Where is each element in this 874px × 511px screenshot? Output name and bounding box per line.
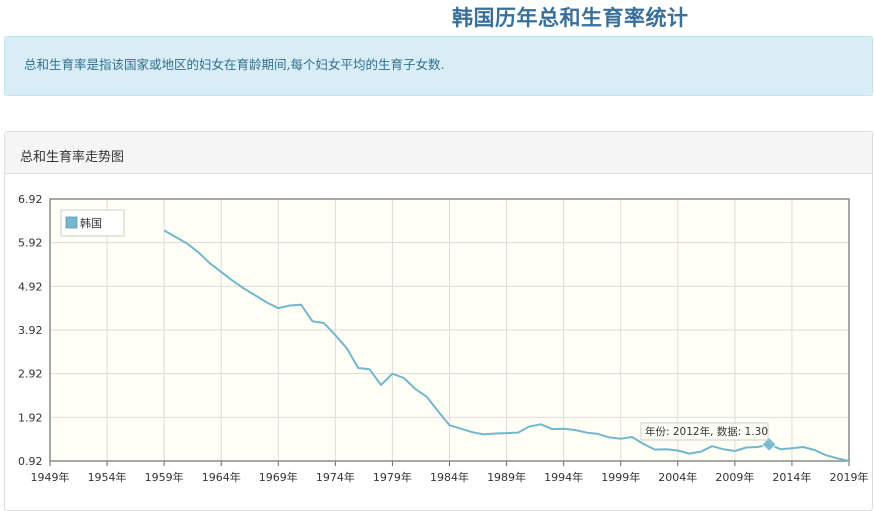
y-tick-label: 5.92 <box>18 237 43 250</box>
x-tick-label: 1989年 <box>487 470 526 484</box>
y-tick-label: 3.92 <box>18 324 43 337</box>
info-box: 总和生育率是指该国家或地区的妇女在育龄期间,每个妇女平均的生育子女数. <box>4 36 873 96</box>
y-tick-label: 4.92 <box>18 280 43 293</box>
y-tick-label: 0.92 <box>18 455 43 468</box>
tooltip-box <box>640 422 769 441</box>
y-tick-label: 2.92 <box>18 368 43 381</box>
x-tick-label: 2014年 <box>772 470 811 484</box>
tooltip-marker[interactable] <box>761 436 777 453</box>
x-tick-label: 1964年 <box>202 470 241 484</box>
legend-label: 韩国 <box>80 216 102 230</box>
x-tick-label: 2004年 <box>658 470 697 484</box>
x-tick-label: 1959年 <box>145 470 184 484</box>
y-tick-label: 6.92 <box>18 193 43 206</box>
x-tick-label: 1954年 <box>88 470 127 484</box>
y-tick-label: 1.92 <box>18 411 43 424</box>
x-tick-label: 1999年 <box>601 470 640 484</box>
tooltip-text: 年份: 2012年, 数据: 1.30 <box>645 425 768 438</box>
fertility-line-chart[interactable]: 0.92 1.92 2.92 3.92 4.92 5.92 6.92 1949年 1954年 19… <box>0 0 874 500</box>
x-tick-label: 1949年 <box>31 470 70 484</box>
x-tick-label: 2009年 <box>715 470 754 484</box>
x-tick-label: 1974年 <box>316 470 355 484</box>
panel-title: 总和生育率走势图 <box>20 150 125 165</box>
x-tick-label: 2019年 <box>830 470 869 484</box>
panel-header: 总和生育率走势图 <box>5 132 872 174</box>
x-tick-label: 1969年 <box>259 470 298 484</box>
x-tick-label: 1979年 <box>373 470 412 484</box>
plot-border <box>49 198 850 462</box>
x-tick-label: 1994年 <box>544 470 583 484</box>
x-tick-label: 1984年 <box>430 470 469 484</box>
series-line-korea[interactable] <box>163 229 850 462</box>
legend-swatch <box>65 216 78 229</box>
definition-text: 总和生育率是指该国家或地区的妇女在育龄期间,每个妇女平均的生育子女数. <box>24 57 445 72</box>
page-title: 韩国历年总和生育率统计 <box>452 6 689 30</box>
